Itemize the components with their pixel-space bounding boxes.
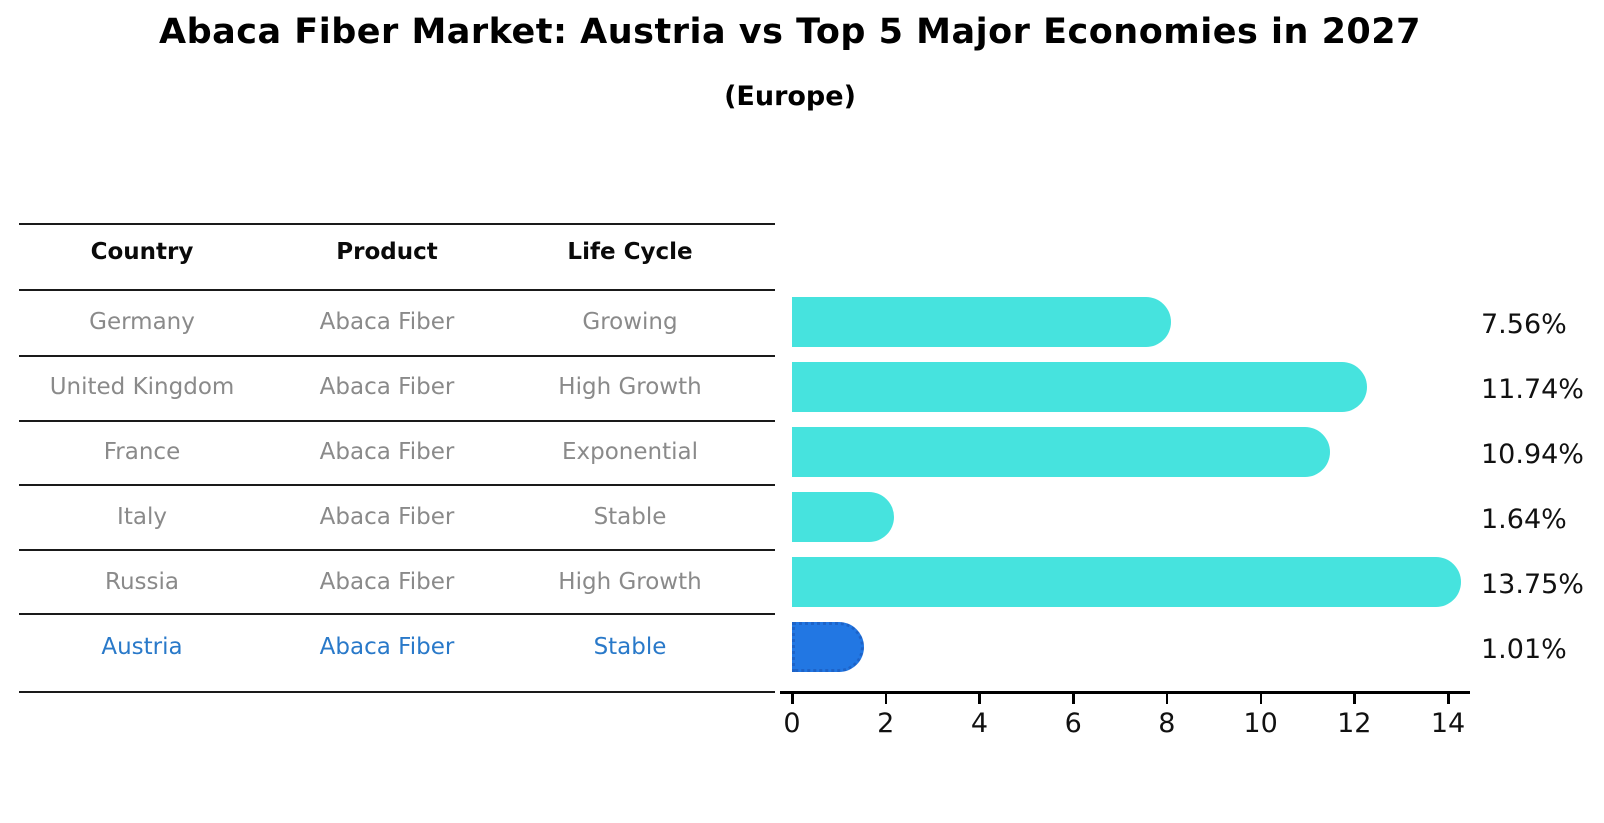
x-axis-tick-label: 10 xyxy=(1243,708,1278,739)
table-header-country: Country xyxy=(90,239,194,265)
bar-value-label: 1.01% xyxy=(1481,633,1567,665)
table-divider-line xyxy=(19,484,775,486)
bar-value-label: 1.64% xyxy=(1481,503,1567,535)
bar xyxy=(792,491,894,542)
table-cell-life-cycle: Exponential xyxy=(561,438,698,465)
bar-value-label: 13.75% xyxy=(1481,568,1584,600)
table-cell-life-cycle: High Growth xyxy=(558,373,702,400)
bar-value-label: 7.56% xyxy=(1481,309,1567,340)
x-axis-line xyxy=(780,691,1470,694)
x-axis-tick xyxy=(1447,693,1450,704)
x-axis-tick-label: 6 xyxy=(1064,708,1082,739)
table-cell-product: Abaca Fiber xyxy=(319,373,455,400)
x-axis-tick xyxy=(1072,693,1075,704)
table-cell-country: Austria xyxy=(101,633,183,660)
x-axis-tick-label: 0 xyxy=(783,708,801,739)
x-axis-tick-label: 12 xyxy=(1337,708,1372,739)
table-cell-product: Abaca Fiber xyxy=(319,568,455,595)
x-axis-tick xyxy=(1259,693,1263,704)
x-axis-tick-label: 4 xyxy=(970,708,989,739)
table-header-product: Product xyxy=(336,239,438,265)
table-cell-product: Abaca Fiber xyxy=(319,633,455,660)
bar xyxy=(792,361,1368,412)
table-cell-life-cycle: Stable xyxy=(593,633,667,660)
bar xyxy=(792,297,1172,347)
x-axis-tick-label: 8 xyxy=(1158,708,1176,739)
table-cell-life-cycle: High Growth xyxy=(558,568,702,595)
table-cell-country: France xyxy=(103,438,181,465)
bar xyxy=(792,556,1462,607)
bar-highlighted xyxy=(792,621,865,672)
table-divider-line xyxy=(19,691,775,693)
table-cell-country: United Kingdom xyxy=(49,373,235,400)
bar-value-label: 10.94% xyxy=(1481,438,1584,470)
bar xyxy=(792,426,1330,477)
table-cell-product: Abaca Fiber xyxy=(319,309,455,335)
chart-subtitle: (Europe) xyxy=(724,81,856,112)
table-cell-product: Abaca Fiber xyxy=(319,503,455,530)
table-cell-country: Russia xyxy=(105,568,179,595)
bar-value-label: 11.74% xyxy=(1481,373,1584,405)
table-divider-line xyxy=(19,355,775,357)
table-cell-country: Italy xyxy=(117,503,167,530)
table-cell-country: Germany xyxy=(89,309,195,335)
table-divider-line xyxy=(19,549,775,551)
x-axis-tick-label: 2 xyxy=(877,708,895,739)
table-cell-product: Abaca Fiber xyxy=(319,438,455,465)
table-divider-line xyxy=(19,420,775,422)
table-divider-line xyxy=(19,613,775,615)
table-divider-line xyxy=(19,223,775,225)
x-axis-tick xyxy=(1353,693,1356,704)
x-axis-tick xyxy=(791,693,794,704)
chart-title: Abaca Fiber Market: Austria vs Top 5 Maj… xyxy=(159,12,1421,52)
table-cell-life-cycle: Growing xyxy=(582,309,678,335)
table-header-life-cycle: Life Cycle xyxy=(567,239,693,265)
x-axis-tick xyxy=(884,693,888,704)
x-axis-tick xyxy=(978,693,981,704)
table-cell-life-cycle: Stable xyxy=(593,503,667,530)
x-axis-tick xyxy=(1165,693,1169,704)
x-axis-tick-label: 14 xyxy=(1430,708,1466,739)
table-divider-line xyxy=(19,289,775,291)
